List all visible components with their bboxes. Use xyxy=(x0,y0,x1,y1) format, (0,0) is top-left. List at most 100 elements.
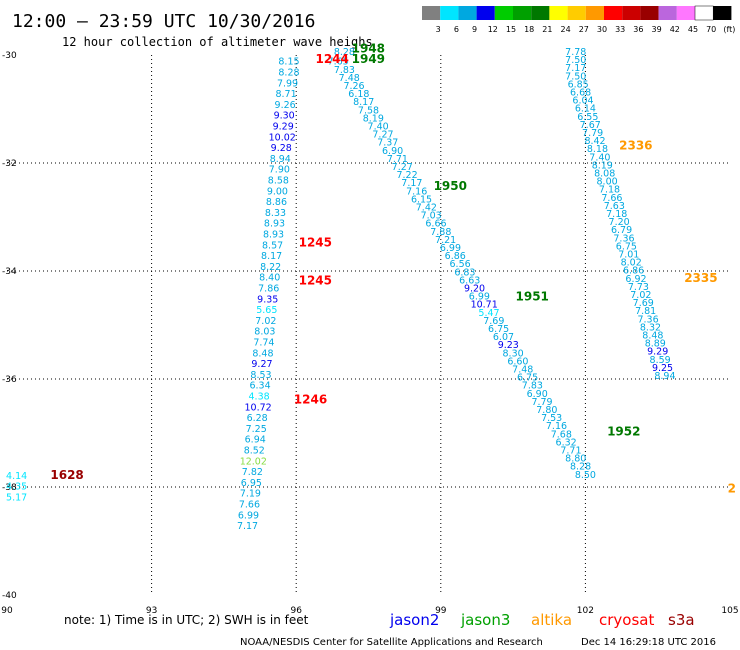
wave-height-value: 7.21 xyxy=(435,235,456,246)
wave-height-value: 7.16 xyxy=(546,421,567,432)
wave-height-value: 9.29 xyxy=(273,122,294,133)
latitude-tick-label: -34 xyxy=(2,267,17,277)
lat-lon-grid xyxy=(7,55,730,595)
wave-height-value: 9.25 xyxy=(652,363,673,374)
legend-swatch-label: 45 xyxy=(688,25,698,34)
legend-swatch-label: 21 xyxy=(542,25,552,34)
wave-height-value: 8.86 xyxy=(266,197,287,208)
legend-swatch xyxy=(658,6,677,20)
legend-swatch xyxy=(713,6,732,20)
wave-height-value: 6.83 xyxy=(454,267,475,278)
latitude-tick-label: -38 xyxy=(2,483,17,493)
wave-height-value: 5.47 xyxy=(478,308,499,319)
wave-height-value: 7.16 xyxy=(406,186,427,197)
wave-height-value: 7.78 xyxy=(565,47,586,58)
wave-height-value: 8.53 xyxy=(250,370,271,381)
wave-height-value: 7.37 xyxy=(377,138,398,149)
wave-height-value: 6.99 xyxy=(469,292,490,303)
pass-time-label: 2335 xyxy=(684,271,717,285)
latitude-tick-label: -40 xyxy=(2,591,17,601)
wave-height-value: 9.28 xyxy=(271,143,292,154)
wave-height-value: 6.18 xyxy=(348,89,369,100)
wave-height-value: 7.17 xyxy=(565,63,586,74)
wave-height-value: 4.35 xyxy=(6,482,27,493)
wave-height-value: 7.99 xyxy=(277,78,298,89)
satellite-name: s3a xyxy=(668,611,695,629)
wave-height-value: 12.02 xyxy=(240,456,267,467)
wave-height-value: 6.66 xyxy=(425,219,446,230)
wave-height-value: 9.00 xyxy=(267,186,288,197)
wave-height-value: 8.17 xyxy=(353,97,374,108)
legend-swatch-label: 33 xyxy=(615,25,625,34)
satellite-track: 7.787.507.177.506.856.686.046.146.557.67… xyxy=(565,47,675,382)
wave-height-value: 8.30 xyxy=(503,348,524,359)
wave-height-value: 6.95 xyxy=(241,478,262,489)
satellite-legend: jason2 jason3 altika cryosat s3a xyxy=(389,611,695,629)
wave-height-value: 7.66 xyxy=(239,500,260,511)
wave-height-value: 8.80 xyxy=(565,454,586,465)
wave-height-value: 6.90 xyxy=(527,389,548,400)
wave-height-value: 6.94 xyxy=(245,435,266,446)
wave-height-value: 8.42 xyxy=(584,136,605,147)
wave-height-value: 7.58 xyxy=(358,105,379,116)
wave-height-value: 5.65 xyxy=(256,305,277,316)
wave-height-value: 8.15 xyxy=(278,57,299,68)
wave-height-value: 6.85 xyxy=(568,79,589,90)
wave-height-value: 7.02 xyxy=(255,316,276,327)
wave-height-value: 8.93 xyxy=(264,219,285,230)
wave-height-value: 8.59 xyxy=(650,355,671,366)
wave-height-value: 6.99 xyxy=(440,243,461,254)
legend-swatch xyxy=(476,6,495,20)
wave-height-value: 8.17 xyxy=(261,251,282,262)
wave-height-value: 7.36 xyxy=(613,233,634,244)
latitude-tick-label: -32 xyxy=(2,159,17,169)
satellite-tracks: 8.158.287.998.719.269.309.2910.029.288.9… xyxy=(6,47,675,532)
wave-height-value: 7.88 xyxy=(430,227,451,238)
latitude-tick-label: -30 xyxy=(2,51,17,61)
wave-height-value: 6.75 xyxy=(488,324,509,335)
wave-height-value: 6.32 xyxy=(556,437,577,448)
legend-swatch xyxy=(676,6,695,20)
axis-tick-labels: 90 93 96 99 102 105 -30 -32 -34 -36 -38 -40 xyxy=(1,51,738,616)
wave-height-value: 7.48 xyxy=(339,73,360,84)
wave-height-value: 8.58 xyxy=(268,176,289,187)
legend-swatch xyxy=(694,5,714,21)
wave-height-value: 7.22 xyxy=(396,170,417,181)
wave-height-value: 7.71 xyxy=(387,154,408,165)
legend-swatch-label: 15 xyxy=(506,25,516,34)
pass-time-label: 1628 xyxy=(50,468,83,482)
map-title: 12:00 — 23:59 UTC 10/30/2016 xyxy=(12,11,315,32)
wave-height-value: 7.71 xyxy=(560,446,581,457)
wave-height-value: 10.02 xyxy=(269,132,296,143)
legend-swatch-label: 36 xyxy=(633,25,643,34)
wave-height-value: 8.89 xyxy=(645,339,666,350)
wave-height-value: 7.50 xyxy=(565,55,586,66)
wave-height-value: 10.71 xyxy=(471,300,498,311)
pass-time-label: 1244 xyxy=(315,52,348,66)
legend-swatch xyxy=(458,6,477,20)
longitude-tick-label: 105 xyxy=(721,606,738,616)
wave-height-value: 7.80 xyxy=(536,405,557,416)
satellite-name: jason3 xyxy=(460,611,510,629)
legend-swatch xyxy=(494,6,513,20)
generated-timestamp: Dec 14 16:29:18 UTC 2016 xyxy=(581,637,716,648)
wave-height-value: 7.65 xyxy=(328,57,349,68)
pass-time-label: 1948 xyxy=(352,41,385,55)
longitude-tick-label: 102 xyxy=(577,606,594,616)
wave-height-value: 6.79 xyxy=(611,225,632,236)
longitude-tick-label: 96 xyxy=(290,606,302,616)
wave-height-color-scale: 3 6 9 12 15 18 21 24 27 30 33 36 39 42 45 70 (ft) xyxy=(422,5,735,34)
wave-height-value: 8.19 xyxy=(363,113,384,124)
pass-time-label: 1245 xyxy=(299,236,332,250)
wave-height-value: 7.25 xyxy=(246,424,267,435)
wave-height-value: 7.36 xyxy=(637,314,658,325)
pass-time-label: 1949 xyxy=(352,52,385,66)
wave-height-value: 6.63 xyxy=(459,275,480,286)
pass-time-label: 1951 xyxy=(516,290,549,304)
wave-height-value: 6.75 xyxy=(517,373,538,384)
pass-time-label: 1245 xyxy=(299,274,332,288)
wave-height-value: 6.86 xyxy=(445,251,466,262)
legend-swatch xyxy=(422,6,441,20)
legend-swatch xyxy=(622,6,641,20)
